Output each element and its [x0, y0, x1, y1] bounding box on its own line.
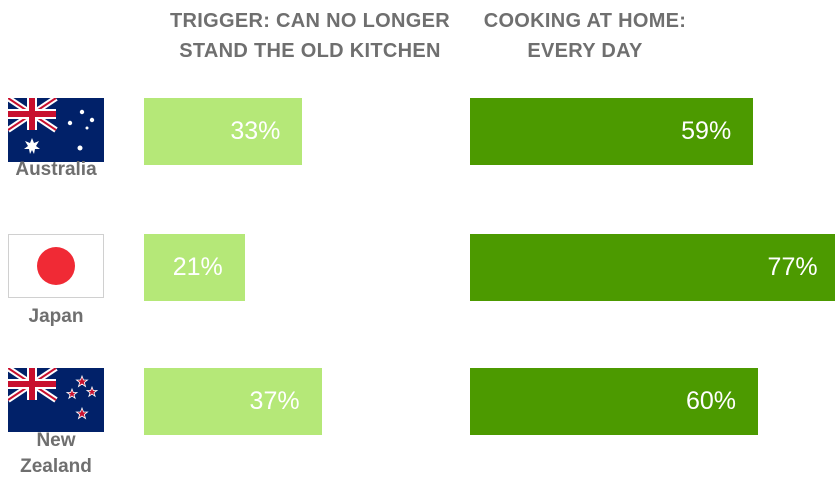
- country-label-new-zealand: New Zealand: [20, 430, 92, 477]
- cooking-bar: 77%: [470, 234, 835, 301]
- cooking-bar-value: 59%: [681, 117, 732, 145]
- japan-flag-icon: [8, 234, 104, 298]
- country-row-japan: Japan 21% 77%: [0, 234, 835, 344]
- trigger-column-title: TRIGGER: CAN NO LONGER STAND THE OLD KIT…: [170, 10, 450, 62]
- cooking-column-title: COOKING AT HOME: EVERY DAY: [483, 10, 687, 62]
- cooking-bar: 59%: [470, 98, 754, 165]
- country-row-new-zealand: New Zealand 37% 60%: [0, 368, 835, 478]
- new-zealand-flag-icon: [8, 368, 104, 432]
- trigger-bar: 33%: [144, 98, 303, 165]
- australia-flag-icon: [8, 98, 104, 162]
- trigger-bar-value: 21%: [172, 253, 223, 281]
- trigger-bar-value: 37%: [249, 387, 300, 415]
- trigger-bar: 37%: [144, 368, 322, 435]
- cooking-bar: 60%: [470, 368, 758, 435]
- cooking-bar-value: 60%: [685, 387, 736, 415]
- country-row-australia: Australia 33% 59%: [0, 98, 835, 208]
- trigger-bar-value: 33%: [230, 117, 281, 145]
- cooking-bar-value: 77%: [767, 253, 818, 281]
- country-label-japan: Japan: [28, 306, 84, 327]
- country-label-australia: Australia: [15, 159, 97, 180]
- trigger-bar: 21%: [144, 234, 245, 301]
